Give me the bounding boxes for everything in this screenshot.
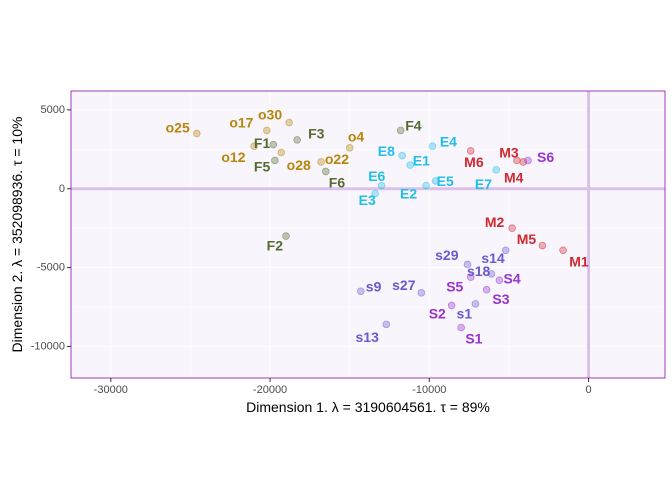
x-axis-ticks: -30000 -20000 -10000 0 xyxy=(94,378,592,396)
data-point xyxy=(463,260,472,269)
point-label: E6 xyxy=(368,168,385,184)
point-label: E4 xyxy=(440,133,457,149)
data-point xyxy=(277,148,286,157)
point-label: F5 xyxy=(254,159,271,175)
point-label: o25 xyxy=(166,119,190,135)
data-point xyxy=(447,301,456,310)
point-labels: o25 o17 o30 o12 o28 o22 o4 F1 F3 F5 F6 F4 F2 E8 E1 E4 E6… xyxy=(166,107,589,347)
point-label: o17 xyxy=(229,115,253,131)
point-label: o12 xyxy=(221,149,245,165)
data-point xyxy=(471,300,480,308)
data-point xyxy=(538,241,547,250)
data-point xyxy=(482,285,491,294)
point-label: F2 xyxy=(267,238,284,254)
data-point xyxy=(377,181,386,190)
y-axis-title: Dimension 2. λ = 352098936. τ = 10% xyxy=(9,117,25,353)
point-label: S6 xyxy=(537,149,554,165)
data-point xyxy=(317,158,325,166)
data-point xyxy=(524,156,532,165)
point-label: F4 xyxy=(405,118,422,134)
point-label: E8 xyxy=(378,143,395,159)
point-label: M5 xyxy=(517,231,537,247)
data-point xyxy=(508,224,516,232)
point-label: E3 xyxy=(359,192,376,208)
point-label: M6 xyxy=(464,154,484,170)
x-axis-title: Dimension 1. λ = 3190604561. τ = 89% xyxy=(246,399,490,415)
data-point xyxy=(422,181,430,190)
data-point xyxy=(371,189,379,198)
point-label: S3 xyxy=(492,291,509,307)
data-point xyxy=(193,129,201,138)
data-point xyxy=(495,276,504,285)
point-label: M2 xyxy=(485,214,505,230)
point-label: M3 xyxy=(499,145,519,161)
x-tick-label: -30000 xyxy=(94,384,128,396)
data-point xyxy=(250,142,258,150)
y-axis-ticks: -10000 -5000 0 5000 xyxy=(31,104,71,352)
point-label: s9 xyxy=(366,279,382,295)
point-label: M1 xyxy=(569,253,589,269)
point-label: s13 xyxy=(356,329,380,345)
point-label: F3 xyxy=(308,126,325,142)
panel-background xyxy=(71,91,665,378)
data-point xyxy=(269,140,278,149)
data-point xyxy=(321,167,330,176)
y-tick-label: -10000 xyxy=(31,340,65,352)
data-point xyxy=(492,166,500,174)
data-point xyxy=(457,323,465,332)
point-label: S4 xyxy=(504,271,521,287)
data-point xyxy=(263,126,271,135)
point-label: o28 xyxy=(287,157,311,173)
point-label: S2 xyxy=(429,305,446,321)
data-point xyxy=(357,287,365,296)
point-label: s29 xyxy=(435,247,459,263)
point-label: E1 xyxy=(413,152,430,168)
data-point xyxy=(271,156,279,165)
point-label: E5 xyxy=(437,173,454,189)
point-label: s14 xyxy=(481,250,505,266)
y-tick-label: 5000 xyxy=(41,104,65,116)
point-label: M4 xyxy=(504,170,524,186)
data-point xyxy=(406,161,415,169)
data-point xyxy=(396,126,405,135)
panel-border xyxy=(70,90,666,379)
data-point xyxy=(487,270,496,278)
point-label: S1 xyxy=(465,331,482,347)
x-tick-label: 0 xyxy=(585,384,591,396)
data-point xyxy=(345,143,354,152)
data-point xyxy=(293,136,301,144)
data-point xyxy=(431,177,440,185)
x-tick-label: -10000 xyxy=(412,384,446,396)
point-label: S5 xyxy=(446,279,463,295)
data-points xyxy=(193,118,567,332)
data-point xyxy=(398,151,407,160)
point-label: s18 xyxy=(467,263,491,279)
point-label: E7 xyxy=(475,176,492,192)
point-label: E2 xyxy=(400,186,417,202)
point-label: o4 xyxy=(348,129,365,145)
data-point xyxy=(559,246,567,255)
data-point xyxy=(282,232,290,240)
y-tick-label: -5000 xyxy=(37,262,65,274)
point-label: F1 xyxy=(254,135,271,151)
x-tick-label: -20000 xyxy=(253,384,287,396)
data-point xyxy=(428,142,437,150)
data-point xyxy=(466,273,475,281)
reference-lines xyxy=(71,91,665,378)
point-label: F6 xyxy=(329,174,346,190)
point-label: s1 xyxy=(457,305,473,321)
data-point xyxy=(501,246,510,255)
data-point xyxy=(382,320,391,329)
y-tick-label: 0 xyxy=(59,183,65,195)
data-point xyxy=(417,289,426,297)
point-label: o22 xyxy=(325,151,349,167)
data-point xyxy=(466,147,475,155)
point-label: s27 xyxy=(392,277,416,293)
data-point xyxy=(285,118,293,127)
point-label: o30 xyxy=(258,107,282,123)
